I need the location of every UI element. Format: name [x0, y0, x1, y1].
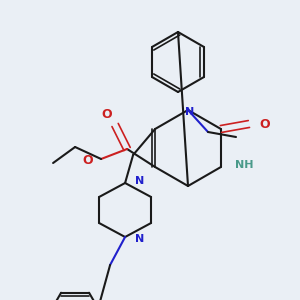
- Text: N: N: [185, 107, 195, 117]
- Text: O: O: [102, 109, 112, 122]
- Text: O: O: [82, 154, 93, 167]
- Text: NH: NH: [235, 160, 254, 170]
- Text: N: N: [135, 176, 144, 186]
- Text: O: O: [259, 118, 269, 130]
- Text: N: N: [135, 234, 144, 244]
